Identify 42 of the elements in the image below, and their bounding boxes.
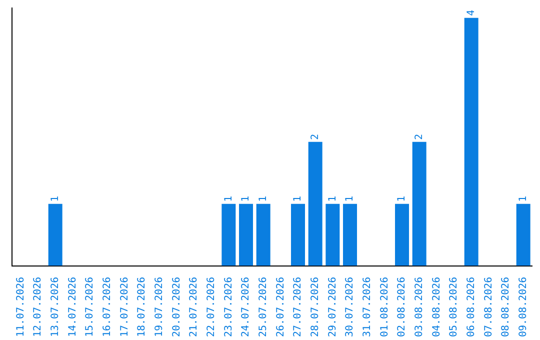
x-tick-label: 21.07.2026: [188, 276, 200, 338]
x-tick-label: 05.08.2026: [448, 276, 460, 338]
x-tick-label: 15.07.2026: [84, 276, 96, 338]
x-tick-label: 27.07.2026: [292, 276, 304, 338]
x-tick-label: 20.07.2026: [171, 276, 182, 338]
data-label: 1: [50, 196, 61, 202]
x-tick-label: 11.07.2026: [15, 276, 26, 338]
x-tick-label: 03.08.2026: [414, 276, 425, 338]
x-tick-label: 13.07.2026: [50, 276, 61, 338]
data-label: 4: [466, 10, 477, 16]
x-tick-label: 25.07.2026: [258, 276, 269, 338]
x-tick-label: 02.08.2026: [396, 276, 408, 338]
x-tick-label: 09.08.2026: [518, 276, 529, 338]
x-tick-label: 06.08.2026: [466, 276, 477, 338]
x-tick-label: 12.07.2026: [32, 276, 44, 338]
data-label: 1: [344, 196, 356, 202]
data-label: 1: [518, 196, 529, 202]
x-tick-label: 07.08.2026: [483, 276, 494, 338]
data-label: 2: [310, 134, 321, 140]
x-tick-label: 29.07.2026: [327, 276, 338, 338]
x-tick-label: 04.08.2026: [431, 276, 442, 338]
x-tick-label: 01.08.2026: [379, 276, 390, 338]
x-tick-label: 16.07.2026: [102, 276, 113, 338]
data-label: 2: [414, 134, 425, 140]
x-tick-label: 28.07.2026: [310, 276, 321, 338]
data-label: 1: [327, 196, 338, 202]
data-label: 1: [292, 196, 304, 202]
x-tick-label: 26.07.2026: [275, 276, 286, 338]
data-label: 1: [396, 196, 408, 202]
data-label: 1: [258, 196, 269, 202]
x-tick-label: 30.07.2026: [344, 276, 356, 338]
x-tick-label: 14.07.2026: [67, 276, 78, 338]
x-tick-label: 17.07.2026: [119, 276, 130, 338]
x-tick-label: 08.08.2026: [500, 276, 512, 338]
x-tick-label: 18.07.2026: [136, 276, 148, 338]
data-label: 1: [223, 196, 234, 202]
x-tick-label: 31.07.2026: [362, 276, 373, 338]
x-tick-label: 19.07.2026: [154, 276, 165, 338]
x-tick-label: 23.07.2026: [223, 276, 234, 338]
data-label: 1: [240, 196, 252, 202]
x-tick-label: 22.07.2026: [206, 276, 217, 338]
x-tick-label: 24.07.2026: [240, 276, 252, 338]
